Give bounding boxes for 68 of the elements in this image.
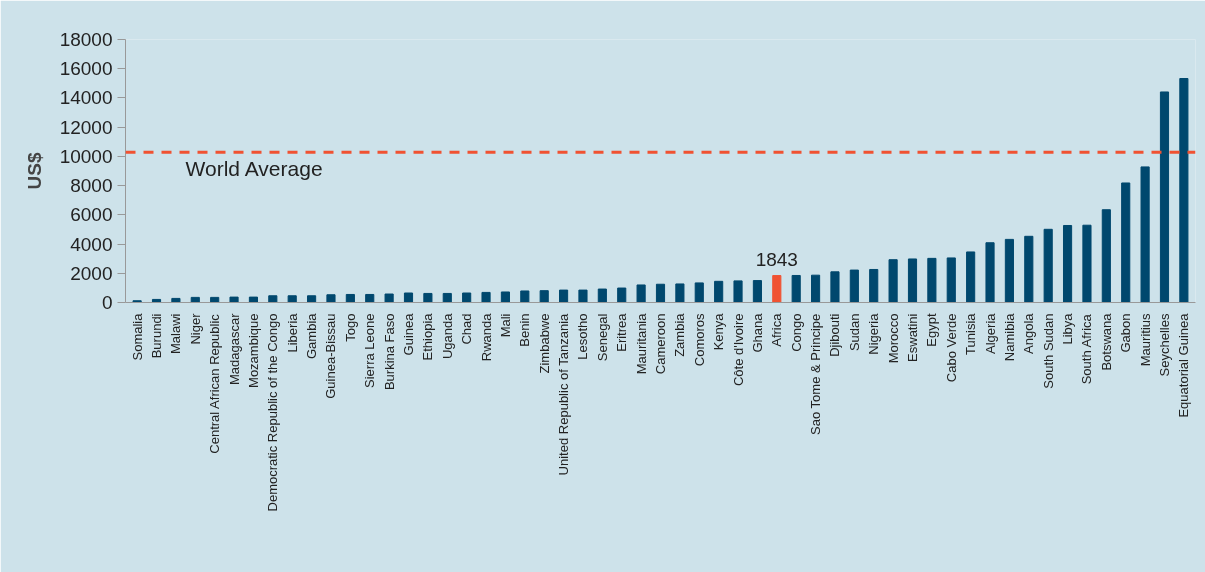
x-tick-label: Central African Republic (207, 313, 223, 454)
x-tick-label: Angola (1021, 312, 1037, 354)
x-tick-label: Democratic Republic of the Congo (265, 313, 281, 512)
x-tick-label: Ghana (749, 312, 765, 353)
x-tick-label: Sudan (846, 313, 862, 352)
x-tick-label: Comoros (691, 313, 707, 367)
x-tick-label: Guinea (401, 312, 417, 356)
x-tick-label: Congo (788, 313, 804, 352)
x-tick-label: Mauritius (1137, 313, 1153, 367)
x-tick-label: Uganda (439, 312, 455, 360)
x-tick-label: Togo (342, 313, 358, 342)
x-tick-label: Tunisia (963, 312, 979, 355)
x-tick-label: Botswana (1098, 312, 1114, 371)
y-tick-label: 0 (101, 292, 113, 313)
y-tick-label: 8000 (70, 175, 113, 197)
ref-line-label: World Average (185, 157, 323, 181)
x-tick-label: Cabo Verde (943, 313, 959, 383)
x-tick-label: Chad (459, 313, 475, 345)
x-tick-label: Malawi (168, 313, 184, 354)
x-tick-label: Madagascar (226, 312, 242, 386)
x-tick-label: Cameroon (653, 313, 668, 375)
x-tick-label: Algeria (982, 312, 998, 354)
x-tick-label: South Sudan (1040, 313, 1056, 389)
x-tick-label: Ethiopia (420, 312, 436, 361)
x-tick-label: Somalia (129, 312, 145, 361)
x-tick-label: Sierra Leone (362, 313, 378, 388)
y-axis-title: US$ (23, 152, 45, 190)
x-tick-label: Eritrea (614, 312, 630, 352)
x-tick-label: Sao Tome & Principe (808, 313, 824, 435)
x-tick-label: Libya (1060, 312, 1076, 345)
y-tick-label: 14000 (59, 87, 113, 109)
x-tick-label: Namibia (1001, 312, 1017, 362)
x-tick-label: Senegal (594, 313, 610, 362)
x-tick-label: Rwanda (478, 312, 494, 362)
y-tick-label: 4000 (70, 233, 113, 255)
y-tick-label: 18000 (59, 29, 113, 50)
x-tick-label: Equatorial Guinea (1176, 312, 1192, 418)
x-tick-label: Africa (769, 312, 785, 347)
x-tick-label: Lesotho (575, 313, 591, 360)
x-tick-label: Morocco (885, 313, 901, 364)
x-tick-label: Egypt (924, 313, 940, 347)
x-tick-label: Gabon (1118, 313, 1134, 353)
x-tick-label: South Africa (1079, 313, 1095, 385)
x-tick-label: Burundi (149, 313, 165, 359)
x-tick-label: Benin (517, 313, 533, 347)
y-tick-label: 6000 (70, 204, 113, 226)
x-tick-label: Eswatini (904, 313, 920, 362)
x-tick-label: Niger (187, 312, 203, 345)
x-tick-label: Seychelles (1156, 313, 1172, 377)
x-tick-label: Djibouti (827, 313, 843, 357)
x-tick-label: Guinea-Bissau (323, 313, 339, 399)
y-tick-label: 10000 (59, 145, 113, 167)
x-tick-label: Burkina Faso (381, 313, 397, 391)
data-label: 1843 (755, 248, 798, 270)
x-tick-label: Côte d'Ivoire (730, 313, 746, 387)
x-tick-label: Mali (497, 313, 513, 338)
x-tick-label: Mauritania (633, 312, 649, 375)
y-tick-label: 2000 (70, 262, 113, 284)
x-tick-label: Gambia (304, 312, 320, 360)
x-tick-label: Liberia (284, 312, 300, 353)
x-tick-label: Kenya (711, 312, 727, 351)
x-tick-label: Zambia (672, 312, 688, 357)
x-tick-label: Nigeria (866, 312, 882, 355)
x-tick-label: United Republic of Tanzania (556, 312, 572, 476)
y-tick-label: 16000 (59, 58, 113, 80)
y-tick-label: 12000 (59, 116, 113, 138)
x-tick-label: Zimbabwe (536, 313, 552, 374)
x-tick-label: Mozambique (245, 313, 261, 388)
